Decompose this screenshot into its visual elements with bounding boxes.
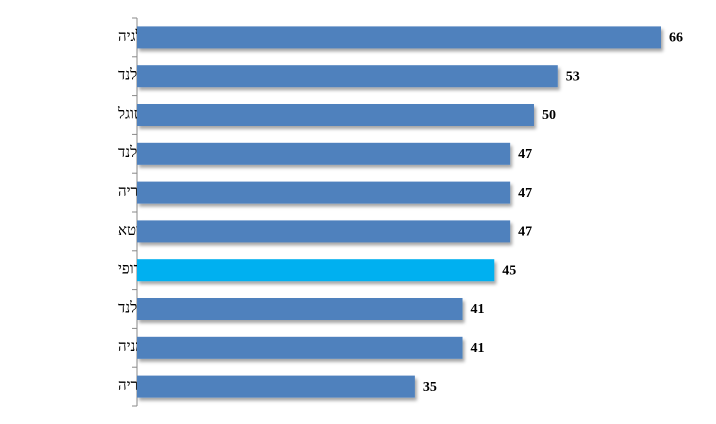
data-label: 47 <box>518 147 532 162</box>
data-label: 53 <box>566 69 580 84</box>
bar <box>137 259 495 282</box>
data-label: 47 <box>518 225 532 240</box>
bar <box>137 142 511 165</box>
bar <box>137 298 463 320</box>
bar <box>137 220 511 243</box>
data-label: 41 <box>471 341 485 356</box>
bar <box>137 336 463 359</box>
bar <box>137 26 661 49</box>
data-label: 41 <box>471 302 485 317</box>
data-label: 45 <box>502 263 516 278</box>
data-label: 35 <box>423 380 437 395</box>
data-label: 50 <box>542 108 556 123</box>
data-label: 47 <box>518 186 532 201</box>
bar <box>137 181 511 204</box>
bar <box>137 375 415 398</box>
bar <box>137 65 558 88</box>
bar <box>137 104 534 126</box>
data-label: 66 <box>669 31 683 46</box>
